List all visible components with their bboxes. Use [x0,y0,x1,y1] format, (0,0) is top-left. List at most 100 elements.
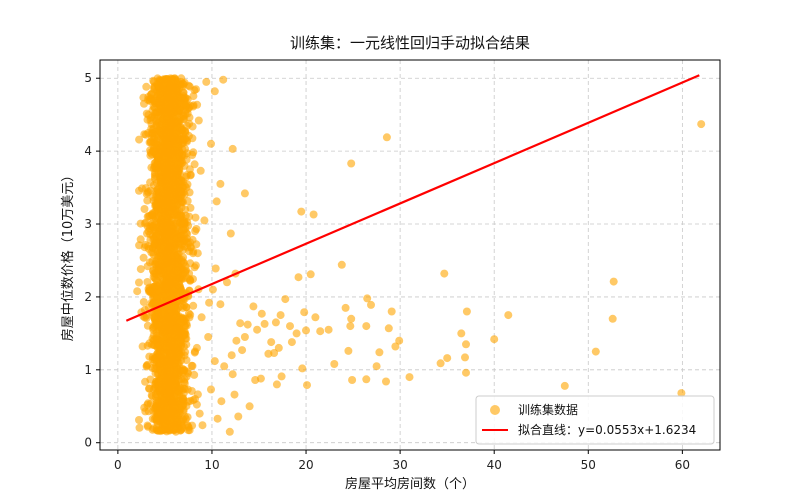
scatter-point [171,276,180,285]
scatter-point [191,213,200,222]
scatter-point [188,361,197,370]
scatter-point [170,421,179,430]
scatter-point [176,318,185,327]
scatter-point [175,116,184,125]
scatter-point [195,409,204,418]
scatter-point [152,193,161,202]
scatter-point [151,220,160,229]
scatter-point [171,379,179,388]
scatter-point [135,423,144,432]
scatter-point [151,172,159,181]
scatter-point [170,393,179,402]
legend-marker-scatter [490,405,500,415]
scatter-point [440,269,449,278]
scatter-point [159,87,168,96]
scatter-point [166,209,175,218]
scatter-point [164,262,173,271]
scatter-point [181,205,190,214]
scatter-point [161,138,170,147]
scatter-point [316,327,325,336]
scatter-point [156,244,165,253]
x-tick-label: 20 [298,458,313,472]
scatter-point [158,212,167,221]
scatter-point [346,322,355,331]
scatter-series [133,74,706,436]
scatter-point [153,413,162,422]
scatter-point [303,381,311,390]
scatter-point [677,389,686,398]
scatter-point [186,242,195,251]
scatter-point [170,367,179,376]
scatter-point [462,340,470,349]
scatter-point [219,75,228,84]
scatter-point [211,264,220,273]
scatter-point [160,164,169,173]
scatter-point [148,89,156,98]
scatter-point [166,283,175,292]
scatter-point [227,351,236,360]
legend-label-line: 拟合直线：y=0.0553x+1.6234 [518,422,696,437]
axes-ticks: 0 10 20 30 40 50 60 0 1 2 3 4 5 [84,71,690,472]
scatter-point [139,253,148,262]
scatter-point [147,163,156,172]
scatter-point [187,387,196,395]
scatter-point [145,384,154,393]
scatter-point [141,377,150,386]
scatter-point [238,346,247,355]
scatter-point [363,294,372,303]
scatter-point [384,324,393,333]
scatter-point [143,421,152,430]
y-tick-label: 5 [84,71,92,85]
scatter-point [161,419,170,428]
y-tick-label: 3 [84,217,92,231]
scatter-point [192,343,201,352]
scatter-point [140,219,149,228]
scatter-point [462,368,470,377]
scatter-point [145,286,154,295]
scatter-point [186,310,195,319]
scatter-point [165,196,174,205]
scatter-point [140,130,149,139]
scatter-point [189,301,198,310]
scatter-point [161,230,170,239]
y-tick-label: 0 [84,436,92,450]
scatter-point [436,359,445,368]
scatter-point [158,205,167,214]
scatter-point [382,377,390,386]
scatter-point [490,335,499,344]
scatter-point [186,259,195,268]
scatter-point [143,188,152,197]
scatter-point [177,139,186,148]
scatter-point [143,196,152,205]
legend-label-scatter: 训练集数据 [518,402,578,417]
scatter-point [302,326,310,335]
y-tick-label: 4 [84,144,92,158]
scatter-point [341,303,350,312]
scatter-point [165,120,174,129]
scatter-point [272,380,281,389]
scatter-point [234,412,243,421]
scatter-point [154,282,163,291]
scatter-point [591,347,600,356]
scatter-point [153,379,162,388]
scatter-point [337,260,346,269]
scatter-point [139,298,148,306]
scatter-point [163,187,171,196]
scatter-point [375,348,384,357]
x-tick-label: 0 [114,458,122,472]
scatter-point [192,85,200,94]
scatter-point [165,387,174,396]
scatter-point [172,349,181,358]
scatter-point [179,394,187,402]
plot-frame [99,59,721,451]
scatter-point [504,311,513,320]
scatter-point [153,343,162,351]
scatter-point [348,376,357,384]
scatter-point [188,134,197,143]
scatter-point [184,221,193,230]
scatter-point [276,311,285,320]
scatter-point [159,308,168,317]
scatter-point [180,151,189,160]
scatter-point [178,126,187,135]
scatter-point [156,427,165,436]
